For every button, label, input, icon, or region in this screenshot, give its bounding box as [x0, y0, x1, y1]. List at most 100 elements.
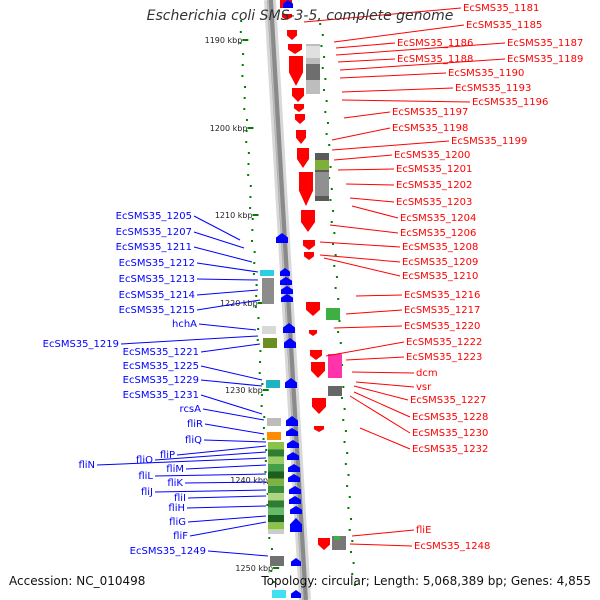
gene-label-ecsms35-1185: EcSMS35_1185: [466, 20, 542, 31]
minor-tick: [251, 229, 254, 231]
minor-tick: [263, 416, 266, 418]
gene-label-flie: fliE: [416, 525, 431, 536]
minor-tick: [253, 262, 256, 264]
forward-gene-arrow: [311, 362, 325, 378]
gene-label-ecsms35-1201: EcSMS35_1201: [396, 164, 472, 175]
leader-line: [200, 394, 263, 415]
homology-block: [272, 590, 286, 598]
reverse-gene-arrow: [291, 558, 301, 566]
gene-label-flip: fliP: [160, 450, 175, 461]
gene-label-rcsa: rcsA: [180, 404, 202, 415]
gene-label-ecsms35-1230: EcSMS35_1230: [412, 428, 488, 439]
gene-label-flio: fliO: [136, 455, 153, 466]
forward-gene-arrow: [287, 30, 297, 40]
homology-block: [266, 380, 280, 388]
minor-tick: [328, 144, 331, 146]
gene-label-ecsms35-1231: EcSMS35_1231: [123, 390, 199, 401]
forward-gene-arrow: [303, 240, 315, 250]
gene-label-ecsms35-1220: EcSMS35_1220: [404, 321, 480, 332]
minor-tick: [325, 133, 328, 135]
leader-line: [345, 309, 403, 315]
minor-tick: [270, 548, 273, 550]
leader-line: [96, 457, 267, 466]
gene-label-flik: fliK: [167, 478, 183, 489]
gene-label-ecsms35-1203: EcSMS35_1203: [396, 197, 472, 208]
gene-label-ecsms35-1207: EcSMS35_1207: [116, 227, 192, 238]
forward-gene-arrow: [292, 88, 304, 102]
homology-block: [306, 46, 320, 58]
minor-tick: [350, 518, 353, 520]
minor-tick: [319, 23, 322, 25]
reverse-gene-arrow: [288, 464, 300, 472]
genome-summary-text: Topology: circular; Length: 5,068,389 bp…: [261, 574, 591, 588]
gene-label-ecsms35-1229: EcSMS35_1229: [123, 375, 199, 386]
leader-line: [337, 58, 396, 63]
leader-line: [204, 423, 265, 435]
minor-tick: [239, 42, 242, 44]
homology-block: [326, 308, 340, 320]
minor-tick: [245, 119, 248, 121]
gene-label-ecsms35-1181: EcSMS35_1181: [463, 3, 539, 14]
minor-tick: [352, 562, 355, 564]
minor-tick: [244, 86, 247, 88]
minor-tick: [265, 449, 268, 451]
reverse-gene-arrow: [283, 323, 295, 333]
gene-label-ecsms35-1206: EcSMS35_1206: [400, 228, 476, 239]
minor-tick: [266, 493, 269, 495]
minor-tick: [351, 573, 354, 575]
scale-label: 1210 kbp: [215, 211, 253, 220]
scale-label: 1240 kbp: [230, 476, 268, 485]
homology-block: [263, 338, 277, 348]
leader-line: [319, 254, 401, 263]
reverse-gene-arrow: [287, 452, 299, 460]
minor-tick: [266, 504, 269, 506]
gene-label-ecsms35-1211: EcSMS35_1211: [116, 242, 192, 253]
leader-line: [355, 381, 415, 388]
leader-line: [343, 111, 391, 119]
reverse-gene-arrow: [285, 378, 297, 388]
gene-label-ecsms35-1217: EcSMS35_1217: [404, 305, 480, 316]
gene-label-ecsms35-1200: EcSMS35_1200: [394, 150, 470, 161]
minor-tick: [321, 67, 324, 69]
homology-block: [315, 160, 329, 170]
gene-label-ecsms35-1213: EcSMS35_1213: [119, 274, 195, 285]
minor-tick: [262, 438, 265, 440]
gene-label-ecsms35-1219: EcSMS35_1219: [43, 339, 119, 350]
minor-tick: [342, 386, 345, 388]
leader-line: [196, 278, 259, 281]
minor-tick: [324, 78, 327, 80]
leader-line: [176, 445, 267, 456]
gene-label-ecsms35-1225: EcSMS35_1225: [123, 361, 199, 372]
minor-tick: [348, 496, 351, 498]
leader-line: [193, 246, 253, 263]
minor-tick: [334, 287, 337, 289]
reverse-gene-arrow: [276, 233, 288, 243]
minor-tick: [340, 397, 343, 399]
leader-line: [184, 481, 267, 484]
gene-label-ecsms35-1198: EcSMS35_1198: [392, 123, 468, 134]
leader-line: [341, 87, 454, 93]
reverse-gene-arrow: [289, 496, 301, 504]
minor-tick: [343, 408, 346, 410]
leader-line: [319, 241, 401, 248]
minor-tick: [260, 394, 263, 396]
leader-line: [200, 365, 263, 381]
minor-tick: [342, 419, 345, 421]
minor-tick: [348, 529, 351, 531]
gene-label-flij: fliJ: [141, 487, 153, 498]
gene-label-flil: fliL: [138, 471, 153, 482]
minor-tick: [251, 240, 253, 242]
minor-tick: [268, 537, 271, 539]
forward-gene-arrow: [310, 350, 322, 360]
minor-tick: [258, 372, 261, 374]
reverse-gene-arrow: [291, 590, 301, 598]
minor-tick: [259, 350, 262, 352]
minor-tick: [243, 97, 246, 99]
gene-label-flif: fliF: [173, 531, 188, 542]
reverse-gene-arrow: [280, 277, 292, 285]
gene-label-ecsms35-1186: EcSMS35_1186: [397, 38, 473, 49]
reverse-gene-arrow: [290, 518, 302, 532]
minor-tick: [341, 364, 344, 366]
forward-gene-arrow: [294, 104, 304, 112]
gene-label-ecsms35-1187: EcSMS35_1187: [507, 38, 583, 49]
